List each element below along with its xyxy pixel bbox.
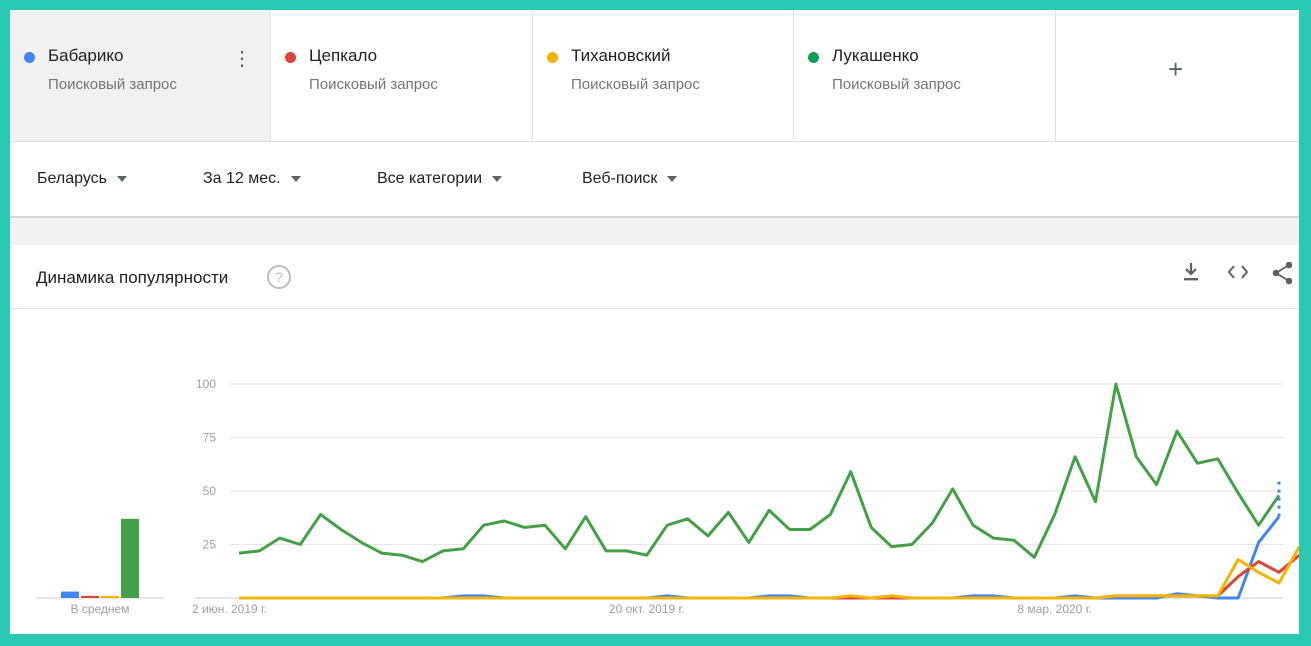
series-color-dot <box>547 52 558 63</box>
series-line <box>238 382 1281 564</box>
average-bar <box>121 518 139 598</box>
period-label: За 12 мес. <box>203 170 281 187</box>
card-header: Динамика популярности ? <box>10 245 1299 309</box>
region-dropdown[interactable]: Беларусь <box>37 170 127 188</box>
add-term-button[interactable]: + <box>1056 10 1299 141</box>
y-tick-label: 75 <box>203 431 217 445</box>
term-card-1[interactable]: Цепкало Поисковый запрос <box>271 10 533 141</box>
term-name: Тихановский <box>571 46 671 65</box>
plus-icon: + <box>1168 54 1184 84</box>
share-icon[interactable] <box>1272 261 1294 291</box>
caret-down-icon <box>290 175 301 182</box>
caret-down-icon <box>492 175 503 182</box>
series-color-dot <box>285 52 296 63</box>
average-bar <box>101 595 119 598</box>
series-line <box>239 545 1299 600</box>
average-bar <box>61 591 79 598</box>
term-name: Цепкало <box>309 46 378 65</box>
category-label: Все категории <box>377 170 483 187</box>
term-card-2[interactable]: Тихановский Поисковый запрос <box>533 10 794 141</box>
download-icon[interactable] <box>1182 261 1200 289</box>
search-type-dropdown[interactable]: Веб-поиск <box>582 170 678 188</box>
y-tick-label: 25 <box>203 538 217 552</box>
series-color-dot <box>808 52 819 63</box>
period-dropdown[interactable]: За 12 мес. <box>203 170 301 188</box>
caret-down-icon <box>667 175 678 182</box>
term-kind: Поисковый запрос <box>309 76 438 93</box>
caret-down-icon <box>116 175 127 182</box>
series-color-dot <box>24 52 35 63</box>
term-card-0[interactable]: Бабарико Поисковый запрос ⋮ <box>10 10 271 141</box>
trend-chart: 25 50 75 100 2 июн. 2019 г. 20 окт. 2019 г. 8 … <box>36 377 1299 616</box>
term-name: Бабарико <box>48 46 124 65</box>
embed-icon[interactable] <box>1226 261 1250 289</box>
x-tick-label: 2 июн. 2019 г. <box>192 602 267 616</box>
term-name: Лукашенко <box>832 46 919 65</box>
x-tick-label: 20 окт. 2019 г. <box>609 602 685 616</box>
category-dropdown[interactable]: Все категории <box>377 170 503 188</box>
trends-panel: Бабарико Поисковый запрос ⋮ Цепкало Поис… <box>10 10 1299 634</box>
y-tick-label: 100 <box>196 377 216 391</box>
filters-bar: Беларусь За 12 мес. Все категории Веб-по… <box>10 142 1299 218</box>
card-title: Динамика популярности <box>36 268 229 287</box>
search-terms-bar: Бабарико Поисковый запрос ⋮ Цепкало Поис… <box>10 10 1299 142</box>
term-kind: Поисковый запрос <box>48 76 177 93</box>
series-line <box>239 554 1299 600</box>
term-card-3[interactable]: Лукашенко Поисковый запрос <box>794 10 1056 141</box>
term-kind: Поисковый запрос <box>832 76 961 93</box>
search-type-label: Веб-поиск <box>582 170 658 187</box>
x-tick-label: 8 мар. 2020 г. <box>1017 602 1092 616</box>
region-label: Беларусь <box>37 170 107 187</box>
average-bar <box>81 595 99 598</box>
y-tick-label: 50 <box>203 484 217 498</box>
more-vert-icon[interactable]: ⋮ <box>232 48 252 70</box>
section-divider <box>10 218 1299 245</box>
help-icon[interactable]: ? <box>267 265 291 289</box>
average-label: В среднем <box>71 602 130 616</box>
term-kind: Поисковый запрос <box>571 76 700 93</box>
